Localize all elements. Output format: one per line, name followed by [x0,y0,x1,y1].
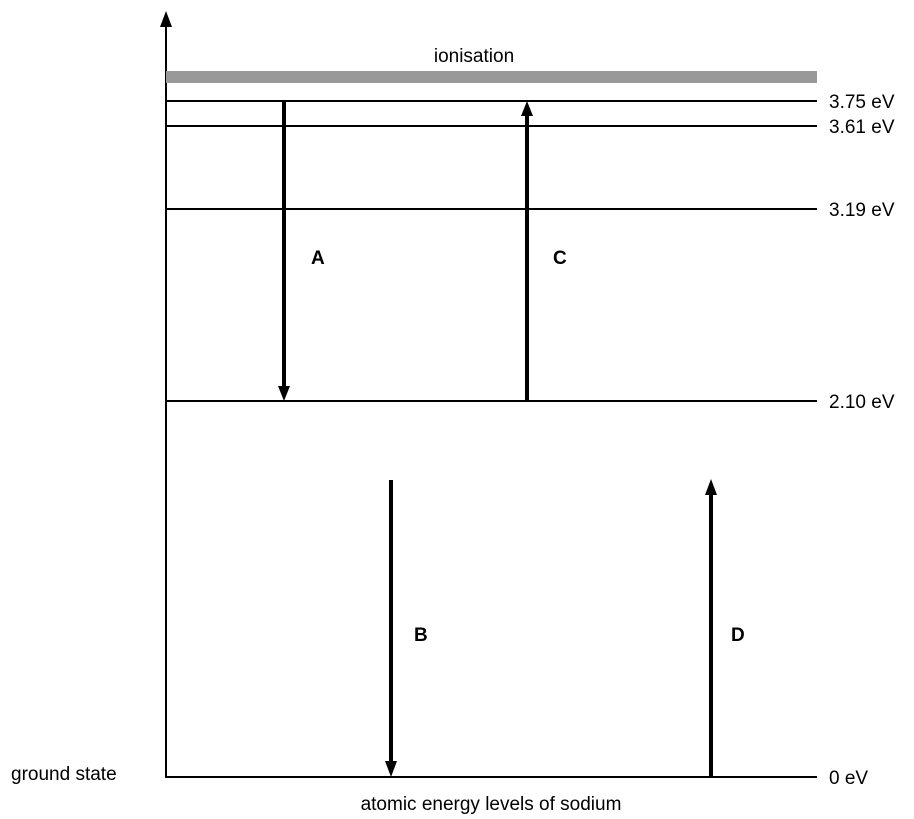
transition-b-arrowhead [385,761,397,777]
ionisation-band [166,71,817,83]
level-0-label: 0 eV [829,768,868,789]
diagram-caption: atomic energy levels of sodium [361,794,622,815]
energy-axis-arrowhead [160,11,172,27]
transition-a-arrowhead [278,386,290,401]
transition-a-label: A [311,248,325,269]
transition-c-arrowhead [521,101,533,116]
ground-state-label: ground state [11,764,117,785]
level-3-61-label: 3.61 eV [829,117,895,138]
level-2-10-label: 2.10 eV [829,392,895,413]
transition-d-label: D [731,625,745,646]
ionisation-label: ionisation [434,46,514,67]
transition-c-label: C [553,248,567,269]
level-3-19-label: 3.19 eV [829,200,895,221]
transition-b-label: B [414,625,428,646]
transition-d-arrowhead [705,479,717,495]
level-3-75-label: 3.75 eV [829,92,895,113]
